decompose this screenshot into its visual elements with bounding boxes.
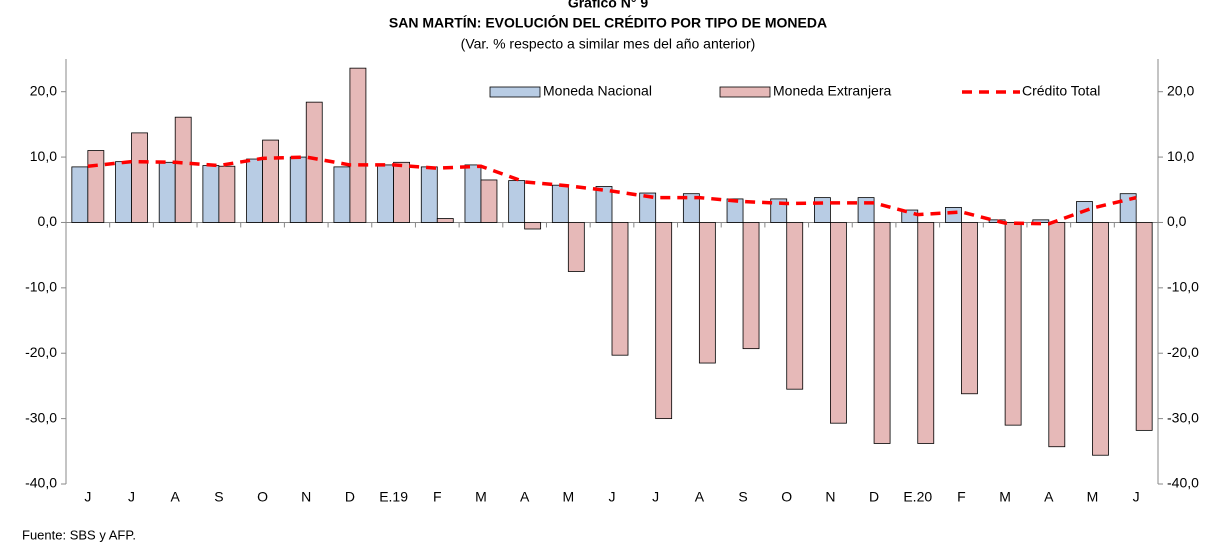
x-tick-label: E.20: [903, 489, 932, 505]
bar: [480, 179, 498, 223]
x-tick-label: J: [128, 489, 135, 505]
bar: [305, 101, 323, 223]
y-tick-label: -20,0: [25, 344, 57, 360]
y-tick-label: -10,0: [25, 279, 57, 295]
line: [87, 155, 1137, 226]
bar: [71, 166, 89, 223]
bar: [567, 222, 585, 272]
bar: [698, 222, 716, 364]
y2-tick-label: -30,0: [1167, 409, 1199, 425]
bar: [917, 222, 935, 444]
bar: [289, 156, 307, 223]
bar: [333, 166, 351, 223]
legend-swatch: [719, 86, 771, 98]
bar: [393, 161, 411, 223]
bar: [1135, 222, 1153, 431]
bar: [873, 222, 891, 444]
y-tick-label: 20,0: [30, 82, 57, 98]
x-tick-label: J: [1133, 489, 1140, 505]
x-tick-label: F: [433, 489, 442, 505]
bar: [830, 222, 847, 424]
bar: [639, 192, 657, 223]
y-tick-label: -30,0: [25, 409, 57, 425]
bar: [1048, 222, 1066, 448]
x-tick-label: N: [825, 489, 835, 505]
x-tick-label: J: [652, 489, 659, 505]
bar: [158, 161, 176, 223]
x-tick-label: E.19: [379, 489, 408, 505]
bar: [655, 222, 673, 420]
x-tick-label: A: [695, 489, 705, 505]
bar: [262, 139, 279, 223]
x-tick-label: S: [738, 489, 747, 505]
legend-label: Moneda Extranjera: [773, 83, 892, 99]
bar: [595, 186, 613, 223]
bar: [436, 218, 454, 223]
y-tick-label: 10,0: [30, 148, 57, 164]
x-tick-label: F: [957, 489, 966, 505]
y2-tick-label: -40,0: [1167, 475, 1199, 491]
bar: [524, 222, 542, 230]
bar: [115, 161, 132, 223]
bar: [87, 150, 105, 223]
bar: [464, 164, 482, 223]
bar: [726, 198, 744, 223]
chart-subtitle: (Var. % respecto a similar mes del año a…: [461, 36, 756, 52]
source: Fuente: SBS y AFP.: [22, 527, 136, 542]
bar: [508, 180, 526, 223]
y-tick-label: -40,0: [25, 475, 57, 491]
y2-tick-label: -20,0: [1167, 344, 1199, 360]
y2-tick-label: 0,0: [1167, 213, 1187, 229]
x-tick-label: O: [257, 489, 268, 505]
legend-swatch: [489, 86, 541, 98]
x-tick-label: S: [214, 489, 223, 505]
y2-tick-label: 10,0: [1167, 148, 1194, 164]
bar: [420, 166, 438, 223]
bar: [1092, 222, 1109, 456]
y2-tick-label: -10,0: [1167, 279, 1199, 295]
x-tick-label: N: [301, 489, 311, 505]
bar: [1119, 193, 1137, 223]
chart-title: SAN MARTÍN: EVOLUCIÓN DEL CRÉDITO POR TI…: [389, 14, 827, 31]
bar: [551, 184, 569, 223]
bar: [131, 132, 148, 223]
x-tick-label: M: [999, 489, 1011, 505]
x-tick-label: M: [1087, 489, 1099, 505]
bar: [742, 222, 760, 350]
bar: [945, 207, 962, 223]
bar: [218, 165, 236, 223]
x-tick-label: M: [475, 489, 487, 505]
x-tick-label: A: [520, 489, 530, 505]
chart-number: Gráfico N° 9: [568, 0, 649, 11]
legend-label: Crédito Total: [1022, 83, 1100, 99]
bar: [174, 116, 192, 223]
x-tick-label: J: [84, 489, 91, 505]
bar: [349, 67, 367, 223]
x-tick-label: O: [781, 489, 792, 505]
bar: [1004, 222, 1022, 426]
x-tick-label: A: [1044, 489, 1054, 505]
x-tick-label: D: [869, 489, 879, 505]
bar: [246, 158, 263, 223]
y2-tick-label: 20,0: [1167, 82, 1194, 98]
x-tick-label: D: [345, 489, 355, 505]
y-tick-label: 0,0: [38, 213, 58, 229]
bar: [611, 222, 629, 356]
bar: [961, 222, 978, 395]
bar: [377, 164, 395, 223]
legend-label: Moneda Nacional: [543, 83, 652, 99]
bar: [682, 193, 700, 223]
x-tick-label: J: [609, 489, 616, 505]
bar: [202, 165, 220, 223]
x-tick-label: A: [171, 489, 181, 505]
x-tick-label: M: [562, 489, 574, 505]
bar: [786, 222, 804, 390]
